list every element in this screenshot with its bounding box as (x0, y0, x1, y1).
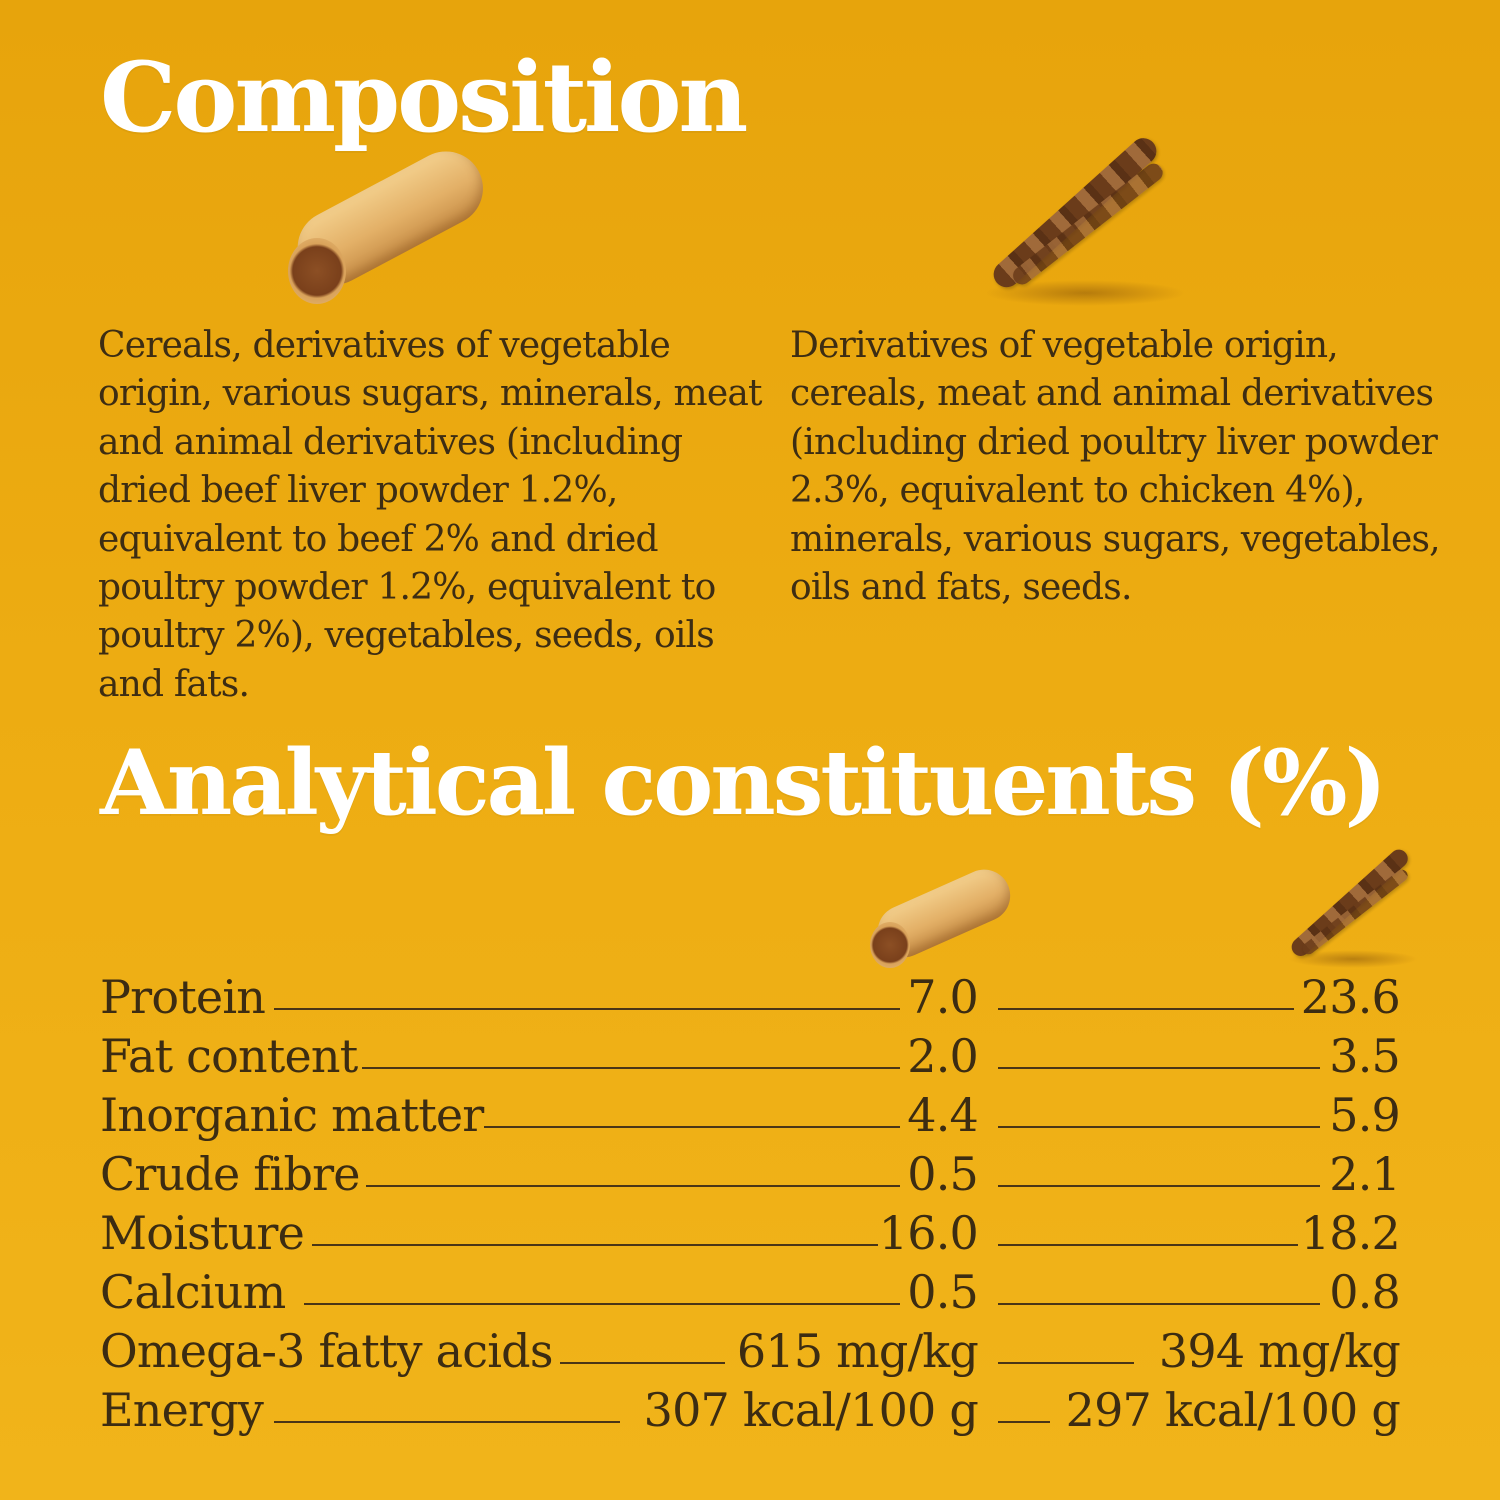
nutrient-label: Energy (100, 1383, 264, 1437)
nutrient-value-product-2: 297 kcal/100 g (1065, 1383, 1401, 1437)
nutrient-row-protein: Protein 7.0 23.6 (100, 968, 1401, 1026)
nutrient-row-energy: Energy 307 kcal/100 g 297 kcal/100 g (100, 1381, 1401, 1439)
nutrient-row-fat-content: Fat content 2.0 3.5 (100, 1027, 1401, 1085)
nutrient-label: Protein (100, 970, 266, 1024)
nutrient-value-product-1: 307 kcal/100 g (643, 1383, 979, 1437)
leader-line (998, 1126, 1320, 1128)
nutrient-value-product-1: 615 mg/kg (736, 1324, 979, 1378)
nutrient-value-product-1: 16.0 (878, 1206, 979, 1260)
nutrient-value-product-2: 18.2 (1300, 1206, 1401, 1260)
nutrient-label: Fat content (100, 1029, 358, 1083)
filled-chew-stick-image (282, 138, 497, 308)
nutrient-row-omega-3: Omega-3 fatty acids 615 mg/kg 394 mg/kg (100, 1322, 1401, 1380)
leader-line (998, 1008, 1294, 1010)
twisted-chew-stick-image (985, 120, 1185, 310)
nutrient-value-product-1: 0.5 (907, 1147, 979, 1201)
nutrient-value-product-2: 23.6 (1300, 970, 1401, 1024)
leader-line (484, 1126, 900, 1128)
leader-line (998, 1303, 1320, 1305)
nutrient-value-product-2: 0.8 (1329, 1265, 1401, 1319)
twisted-chew-stick-icon (1287, 845, 1418, 970)
composition-heading: Composition (100, 41, 748, 154)
nutrient-label: Inorganic matter (100, 1088, 484, 1142)
leader-line (998, 1362, 1134, 1364)
nutrient-label: Crude fibre (100, 1147, 361, 1201)
leader-line (366, 1185, 900, 1187)
leader-line (274, 1008, 900, 1010)
leader-line (560, 1362, 725, 1364)
nutrient-value-product-1: 0.5 (907, 1265, 979, 1319)
composition-text-product-1: Cereals, derivatives of vegetable origin… (98, 325, 763, 705)
leader-line (274, 1421, 620, 1423)
composition-text-product-2: Derivatives of vegetable origin, cereals… (790, 325, 1441, 609)
nutrient-row-moisture: Moisture 16.0 18.2 (100, 1204, 1401, 1262)
nutrient-value-product-2: 3.5 (1329, 1029, 1401, 1083)
leader-line (998, 1067, 1320, 1069)
nutrient-value-product-1: 7.0 (907, 970, 979, 1024)
nutrient-row-calcium: Calcium 0.5 0.8 (100, 1263, 1401, 1321)
leader-line (304, 1303, 900, 1305)
leader-line (998, 1421, 1050, 1423)
leader-line (998, 1244, 1298, 1246)
nutrient-row-inorganic-matter: Inorganic matter 4.4 5.9 (100, 1086, 1401, 1144)
nutrient-value-product-1: 2.0 (907, 1029, 979, 1083)
leader-line (312, 1244, 878, 1246)
leader-line (998, 1185, 1320, 1187)
nutrient-label: Calcium (100, 1265, 286, 1319)
analytical-heading: Analytical constituents (%) (100, 730, 1387, 836)
nutrient-value-product-2: 394 mg/kg (1158, 1324, 1401, 1378)
nutrient-label: Omega-3 fatty acids (100, 1324, 553, 1378)
nutrient-row-crude-fibre: Crude fibre 0.5 2.1 (100, 1145, 1401, 1203)
nutrient-label: Moisture (100, 1206, 305, 1260)
nutrient-value-product-2: 5.9 (1329, 1088, 1401, 1142)
nutrient-value-product-2: 2.1 (1329, 1147, 1401, 1201)
leader-line (362, 1067, 900, 1069)
nutrient-value-product-1: 4.4 (907, 1088, 979, 1142)
filled-chew-stick-icon (866, 861, 1019, 972)
